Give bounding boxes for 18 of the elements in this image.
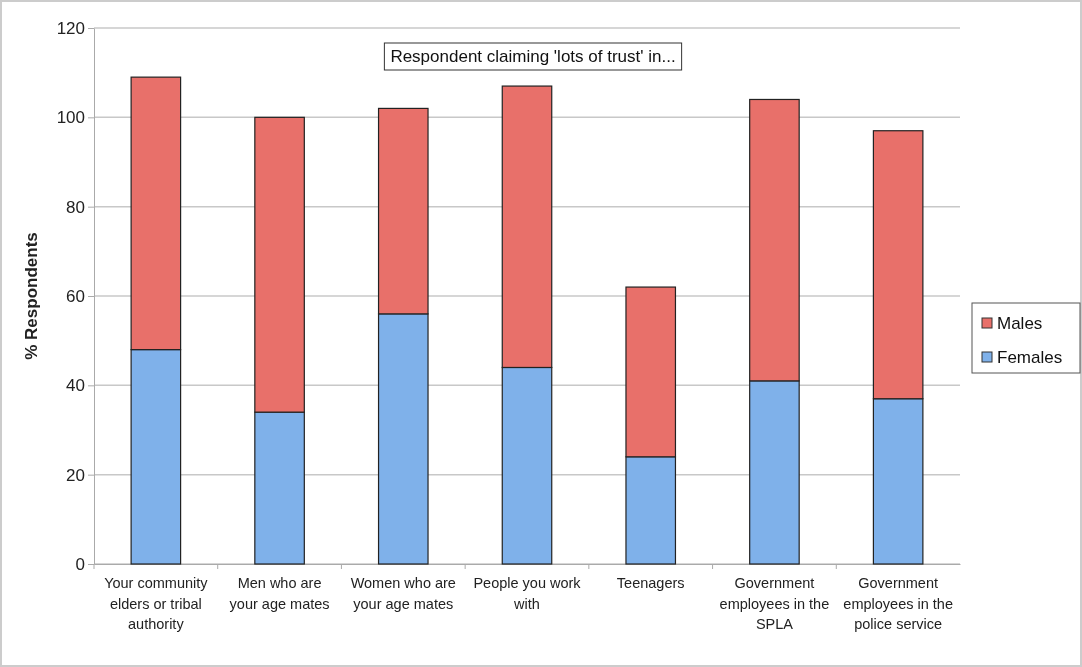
y-axis-title: % Respondents [22,232,41,360]
y-tick-label: 100 [56,108,85,128]
y-tick-label: 120 [56,18,85,38]
x-tick-label: People you work with [473,575,582,612]
x-tick-label: Government employees in the police service [843,575,953,632]
y-tick-label: 60 [66,286,85,306]
legend-label: Females [997,348,1063,367]
x-tick-label: Teenagers [616,575,685,591]
y-tick-label: 20 [66,465,85,485]
text: Respondent claiming 'lots of trust' in... [390,47,676,66]
x-tick-label: Women who are your age mates [350,575,456,612]
y-tick-label: 0 [75,554,85,574]
legend-label: Males [997,314,1043,333]
x-tick-label: Government employees in the SPLA [719,575,830,632]
x-tick-label: Men who are your age mates [229,575,330,612]
y-tick-label: 40 [66,376,85,396]
y-tick-label: 80 [66,197,85,217]
x-tick-label: Your community elders or tribal authority [104,575,209,632]
